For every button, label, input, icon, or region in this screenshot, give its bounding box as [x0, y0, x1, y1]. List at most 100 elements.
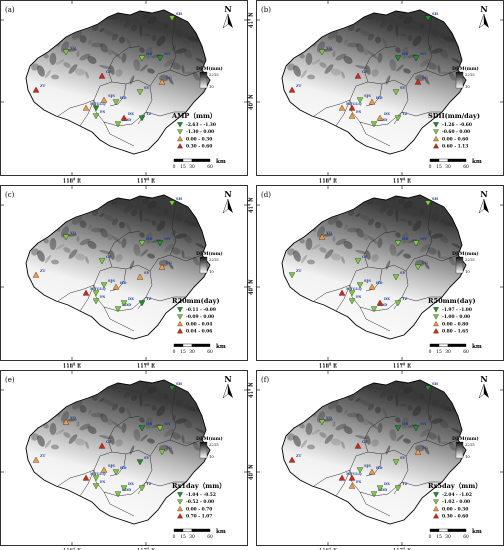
station-label-hd: HD — [120, 96, 127, 100]
district-boundary — [103, 306, 135, 332]
legend-class-label: -1.02 - 0.00 — [442, 500, 470, 505]
terrain-ridge — [379, 207, 387, 213]
station-label-zt: ZT — [40, 84, 46, 88]
district-boundary — [79, 99, 95, 127]
district-boundary — [109, 83, 127, 107]
terrain-ridge — [142, 12, 150, 20]
terrain-ridge — [335, 35, 343, 43]
terrain-ridge — [49, 423, 57, 435]
terrain-ridge — [374, 221, 382, 229]
scale-tick-label: 0 — [173, 165, 176, 170]
station-marker-cp — [98, 258, 106, 265]
station-markers: SH ZT MY PG CP HD SJS FS BDD DX LQ SY YQ MTG HR TZ — [288, 382, 439, 498]
station-marker-zt — [288, 272, 296, 279]
terrain-ridge — [382, 37, 388, 49]
terrain-ridge — [374, 406, 382, 414]
terrain-ridge — [437, 250, 441, 258]
station-marker-lq — [348, 290, 356, 297]
legend-marker-3 — [433, 513, 439, 519]
terrain-ridge — [431, 233, 443, 239]
terrain-ridge — [347, 42, 359, 48]
scale-tick-label: 60 — [207, 535, 213, 540]
terrain-ridge — [377, 238, 383, 248]
district-boundary — [79, 469, 95, 497]
terrain-ridge — [427, 62, 437, 70]
station-label-pg: PG — [166, 76, 172, 80]
north-label: N — [480, 4, 487, 14]
district-boundary — [169, 15, 177, 71]
station-marker-sy — [392, 459, 400, 466]
station-label-hr: HR — [146, 422, 152, 426]
station-marker-mtg — [338, 104, 346, 111]
terrain-ridge — [311, 244, 321, 250]
north-label: N — [480, 374, 487, 384]
station-label-dx: DX — [128, 482, 134, 486]
terrain-ridge — [323, 48, 333, 52]
lat-label-right: 41° N — [248, 12, 254, 28]
terrain-ridge — [156, 220, 166, 232]
district-boundary — [335, 469, 351, 497]
lon-label-top: 117° E — [393, 179, 411, 185]
station-marker-hr — [138, 240, 146, 247]
terrain-ridge — [143, 33, 151, 37]
station-label-sjs: SJS — [364, 94, 371, 98]
station-label-dx: DX — [128, 112, 134, 116]
station-label-lq: LQ — [100, 102, 106, 106]
terrain-ridge — [389, 59, 397, 71]
terrain-ridge — [403, 16, 413, 24]
lon-label-bottom: 117° E — [137, 363, 155, 369]
scale-tick-label: 30 — [445, 350, 451, 355]
terrain-ridge — [307, 259, 315, 265]
station-label-hd: HD — [376, 466, 383, 470]
station-label-hd: HD — [376, 96, 383, 100]
terrain-ridge — [300, 69, 308, 79]
legend-class-label: -1.04 - -0.52 — [186, 493, 216, 498]
lon-label-top: 116° E — [319, 179, 337, 185]
terrain-ridge — [389, 244, 397, 256]
terrain-ridge — [371, 439, 379, 447]
scale-bar-segment — [191, 528, 211, 532]
district-boundary — [425, 15, 433, 71]
terrain-ridge — [424, 447, 430, 455]
station-label-yq: YQ — [69, 231, 76, 235]
terrain-ridge — [443, 406, 455, 412]
legend-class-label: 0.70 - 1.07 — [186, 515, 212, 520]
station-marker-pg — [414, 78, 422, 85]
terrain-ridge — [139, 210, 143, 222]
station-marker-dx — [120, 485, 128, 492]
scale-bar-segment — [182, 158, 193, 162]
dem-legend-min: 10 — [209, 269, 214, 274]
terrain-ridge — [163, 23, 169, 29]
terrain-ridge — [175, 399, 183, 407]
station-label-sy: SY — [144, 86, 150, 90]
terrain-ridge — [319, 62, 327, 68]
terrain-ridge — [76, 236, 80, 242]
terrain-ridge — [115, 254, 123, 262]
dem-legend-min: 10 — [209, 84, 214, 89]
north-label: N — [480, 189, 487, 199]
station-marker-bdd — [114, 491, 122, 498]
terrain-ridge — [355, 397, 361, 403]
terrain-ridge — [451, 243, 463, 249]
dem-legend-bar — [199, 256, 208, 274]
terrain-ridge — [91, 412, 103, 418]
terrain-ridge — [100, 228, 108, 238]
terrain-ridge — [111, 386, 117, 390]
terrain-ridge — [142, 382, 150, 390]
lat-label-right: 41° N — [248, 382, 254, 398]
terrain-ridge — [451, 58, 463, 64]
legend-class-label: -1.30 - 0.00 — [186, 130, 214, 135]
station-marker-my — [156, 240, 164, 247]
terrain-ridge — [331, 438, 341, 446]
station-marker-dx — [376, 485, 384, 492]
station-marker-dx — [376, 114, 384, 121]
legend-marker-3 — [433, 143, 439, 149]
terrain-ridge — [181, 435, 185, 443]
terrain-ridge — [85, 71, 89, 79]
terrain-ridge — [419, 243, 431, 253]
legend-title: SDII(mm/day) — [428, 112, 480, 120]
terrain-ridge — [431, 48, 443, 54]
terrain-ridge — [112, 236, 122, 244]
terrain-ridge — [123, 392, 131, 398]
terrain-ridge — [118, 36, 126, 44]
